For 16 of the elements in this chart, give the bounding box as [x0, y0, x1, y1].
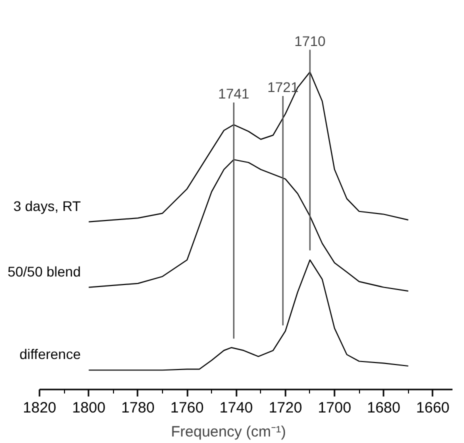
- x-tick-label: 1660: [416, 400, 450, 416]
- x-tick-label: 1740: [220, 400, 253, 416]
- ref-line-label: 1710: [294, 32, 326, 49]
- x-tick-label: 1680: [367, 400, 400, 416]
- x-tick-label: 1780: [121, 400, 155, 416]
- ref-line-label: 1721: [267, 78, 299, 95]
- series-label: difference: [20, 346, 81, 362]
- x-tick-label: 1820: [22, 400, 56, 416]
- x-tick-label: 1800: [72, 400, 106, 416]
- x-tick-label: 1760: [170, 400, 204, 416]
- x-axis-title: Frequency (cm⁻¹): [170, 424, 286, 440]
- ref-line-label: 1741: [218, 85, 250, 102]
- series-label: 50/50 blend: [8, 263, 81, 280]
- x-tick-label: 1720: [268, 400, 302, 416]
- series-label: 3 days, RT: [13, 198, 82, 214]
- x-tick-label: 1700: [318, 400, 352, 416]
